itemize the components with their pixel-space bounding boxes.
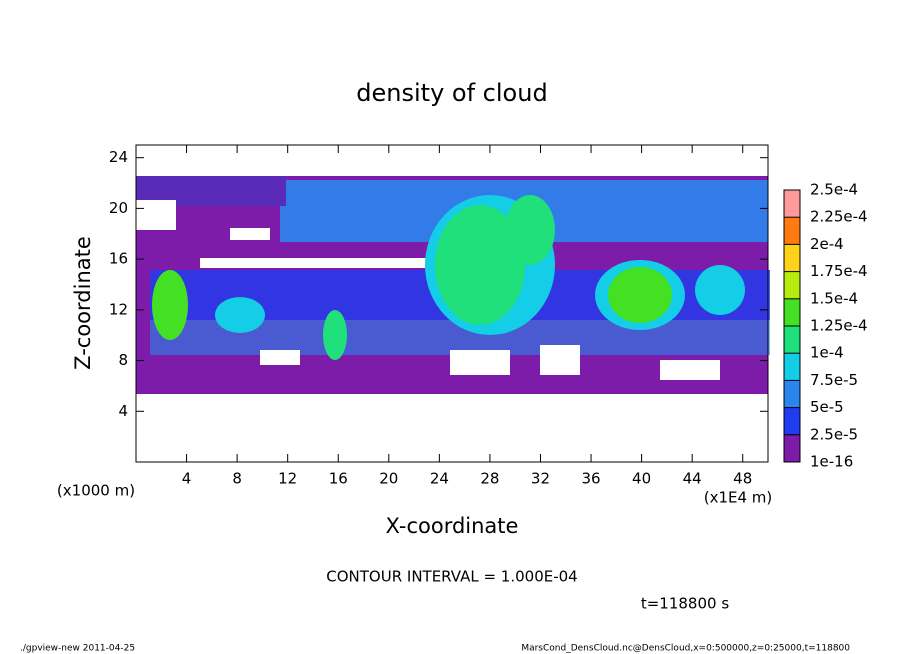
contour-interval: CONTOUR INTERVAL = 1.000E-04 <box>326 568 577 586</box>
colorbar-label: 2.5e-5 <box>810 425 858 443</box>
colorbar-band <box>784 353 800 381</box>
x-tick-label: 4 <box>182 470 192 488</box>
colorbar-band <box>784 298 800 326</box>
footer-left: ./gpview-new 2011-04-25 <box>20 644 135 654</box>
x-unit-note: (x1E4 m) <box>704 489 773 507</box>
x-tick-label: 40 <box>632 470 651 488</box>
chart-title: density of cloud <box>356 79 547 107</box>
colorbar-label: 7.5e-5 <box>810 371 858 389</box>
colorbar-band <box>784 244 800 272</box>
colorbar-band <box>784 434 800 462</box>
x-tick-label: 32 <box>531 470 550 488</box>
colorbar-label: 2.25e-4 <box>810 208 868 226</box>
plot-frame <box>135 144 769 463</box>
colorbar-label: 2.5e-4 <box>810 181 858 199</box>
y-axis-label: Z-coordinate <box>71 236 95 370</box>
contour-field <box>136 176 770 394</box>
footer-right: MarsCond_DensCloud.nc@DensCloud,x=0:5000… <box>521 644 850 654</box>
x-tick-label: 8 <box>232 470 242 488</box>
colorbar-label: 1e-16 <box>810 453 853 471</box>
time-note: t=118800 s <box>641 595 729 613</box>
y-tick-label: 20 <box>109 199 128 217</box>
x-tick-label: 48 <box>733 470 752 488</box>
y-tick-label: 16 <box>109 250 128 268</box>
y-unit-note: (x1000 m) <box>57 482 135 500</box>
colorbar-band <box>784 407 800 435</box>
colorbar-band <box>784 217 800 245</box>
x-tick-label: 24 <box>430 470 449 488</box>
colorbar-band <box>784 326 800 354</box>
colorbar-label: 5e-5 <box>810 398 844 416</box>
colorbar-label: 1.25e-4 <box>810 317 868 335</box>
x-tick-label: 16 <box>329 470 348 488</box>
y-tick-label: 12 <box>109 300 128 318</box>
colorbar-label: 2e-4 <box>810 235 844 253</box>
x-tick-label: 44 <box>683 470 702 488</box>
colorbar-label: 1.5e-4 <box>810 289 858 307</box>
y-tick-label: 24 <box>109 148 128 166</box>
colorbar-band <box>784 190 800 218</box>
x-axis-label: X-coordinate <box>386 514 519 538</box>
y-tick-label: 4 <box>118 402 128 420</box>
x-tick-label: 12 <box>278 470 297 488</box>
colorbar-label: 1.75e-4 <box>810 262 868 280</box>
x-tick-label: 28 <box>480 470 499 488</box>
x-tick-label: 36 <box>581 470 600 488</box>
y-tick-label: 8 <box>118 351 128 369</box>
colorbar-band <box>784 380 800 408</box>
colorbar-band <box>784 271 800 299</box>
x-tick-label: 20 <box>379 470 398 488</box>
colorbar-label: 1e-4 <box>810 344 844 362</box>
